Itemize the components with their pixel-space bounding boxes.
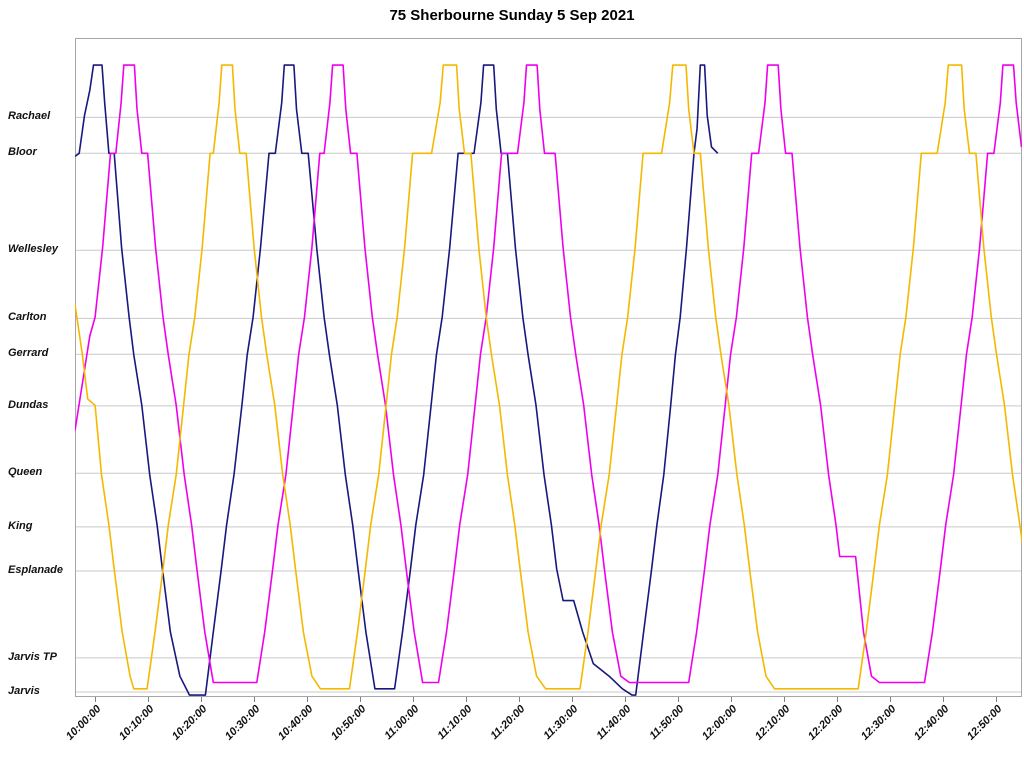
x-axis-label: 12:40:00 — [911, 703, 952, 743]
x-axis-tick — [466, 697, 467, 702]
x-axis-tick — [254, 697, 255, 702]
x-axis-label: 11:00:00 — [382, 703, 422, 743]
x-axis-label: 10:40:00 — [275, 703, 316, 743]
x-axis-label: 11:10:00 — [435, 703, 475, 743]
plot-area — [75, 38, 1022, 697]
y-axis-label: Rachael — [8, 110, 51, 123]
x-axis-tick — [413, 697, 414, 702]
x-axis-tick — [837, 697, 838, 702]
x-axis-label: 11:20:00 — [488, 703, 528, 743]
x-axis-tick — [307, 697, 308, 702]
x-axis-tick — [996, 697, 997, 702]
series-line-gold — [75, 64, 1022, 690]
x-axis-label: 11:50:00 — [647, 703, 687, 743]
y-axis-label: Wellesley — [8, 243, 58, 256]
x-axis-tick — [890, 697, 891, 702]
x-axis-label: 12:30:00 — [858, 703, 899, 743]
chart-title: 75 Sherbourne Sunday 5 Sep 2021 — [389, 7, 635, 24]
x-axis-label: 12:20:00 — [805, 703, 846, 743]
x-axis-label: 11:30:00 — [541, 703, 581, 743]
x-axis-label: 10:50:00 — [328, 703, 369, 743]
x-axis-tick — [943, 697, 944, 702]
series-line-magenta — [75, 64, 1022, 684]
x-axis-tick — [519, 697, 520, 702]
x-axis-label: 12:10:00 — [752, 703, 793, 743]
plot-border — [75, 38, 1022, 697]
series-line-navy — [75, 64, 719, 696]
x-axis-tick — [95, 697, 96, 702]
x-axis-tick — [360, 697, 361, 702]
x-axis-tick — [572, 697, 573, 702]
x-axis-label: 10:10:00 — [116, 703, 157, 743]
x-axis-tick — [731, 697, 732, 702]
x-axis-label: 10:00:00 — [63, 703, 104, 743]
y-axis-label: Carlton — [8, 311, 47, 324]
x-axis-tick — [625, 697, 626, 702]
x-axis-label: 10:30:00 — [222, 703, 263, 743]
y-axis-label: Bloor — [8, 146, 37, 159]
y-axis-label: Jarvis — [8, 684, 40, 697]
y-axis-label: Dundas — [8, 398, 49, 411]
x-axis-label: 12:00:00 — [699, 703, 740, 743]
x-axis-tick — [678, 697, 679, 702]
x-axis-label: 10:20:00 — [169, 703, 210, 743]
y-axis-label: King — [8, 519, 33, 532]
y-axis-label: Queen — [8, 466, 43, 479]
x-axis-tick — [148, 697, 149, 702]
y-axis-label: Esplanade — [8, 563, 64, 576]
x-axis-label: 11:40:00 — [594, 703, 634, 743]
x-axis-tick — [201, 697, 202, 702]
y-axis-label: Gerrard — [8, 347, 49, 360]
x-axis-label: 12:50:00 — [964, 703, 1005, 743]
plot-region — [75, 38, 1022, 697]
x-axis-tick — [784, 697, 785, 702]
y-axis-label: Jarvis TP — [8, 650, 57, 663]
